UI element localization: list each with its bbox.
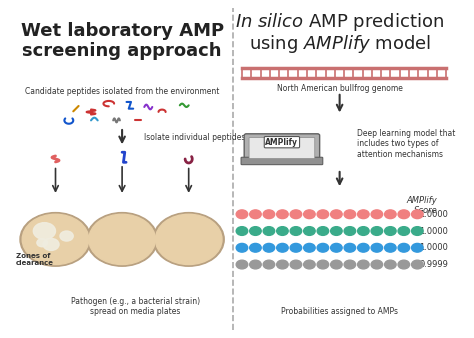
- Circle shape: [384, 227, 396, 235]
- Circle shape: [277, 260, 288, 269]
- Circle shape: [89, 214, 155, 265]
- Circle shape: [87, 213, 158, 266]
- Circle shape: [277, 227, 288, 235]
- Circle shape: [411, 260, 423, 269]
- Circle shape: [317, 260, 328, 269]
- Text: AMPlify: AMPlify: [265, 138, 299, 147]
- Circle shape: [371, 210, 383, 219]
- Circle shape: [398, 243, 410, 252]
- Text: Probabilities assigned to AMPs: Probabilities assigned to AMPs: [281, 308, 398, 316]
- Circle shape: [357, 210, 369, 219]
- Circle shape: [236, 243, 248, 252]
- FancyBboxPatch shape: [241, 157, 323, 165]
- Circle shape: [357, 227, 369, 235]
- Circle shape: [344, 227, 356, 235]
- Circle shape: [317, 243, 328, 252]
- Circle shape: [411, 210, 423, 219]
- Circle shape: [384, 243, 396, 252]
- Circle shape: [398, 210, 410, 219]
- Circle shape: [277, 210, 288, 219]
- Circle shape: [290, 243, 301, 252]
- Circle shape: [411, 243, 423, 252]
- Circle shape: [371, 227, 383, 235]
- Circle shape: [357, 260, 369, 269]
- Text: Pathogen (e.g., a bacterial strain)
spread on media plates: Pathogen (e.g., a bacterial strain) spre…: [71, 297, 200, 316]
- Circle shape: [20, 213, 91, 266]
- Circle shape: [250, 243, 261, 252]
- FancyBboxPatch shape: [244, 134, 319, 162]
- Circle shape: [43, 238, 59, 250]
- Text: Zones of
clearance: Zones of clearance: [16, 252, 54, 266]
- Circle shape: [317, 210, 328, 219]
- Circle shape: [304, 243, 315, 252]
- Circle shape: [384, 210, 396, 219]
- Circle shape: [411, 227, 423, 235]
- Circle shape: [304, 227, 315, 235]
- Circle shape: [344, 210, 356, 219]
- Text: 1.0000: 1.0000: [419, 243, 448, 252]
- Text: 1.0000: 1.0000: [419, 226, 448, 236]
- Circle shape: [22, 214, 89, 265]
- Circle shape: [357, 243, 369, 252]
- Text: Deep learning model that
includes two types of
attention mechanisms: Deep learning model that includes two ty…: [357, 129, 456, 159]
- Circle shape: [384, 260, 396, 269]
- FancyBboxPatch shape: [249, 138, 315, 159]
- Circle shape: [250, 210, 261, 219]
- Circle shape: [277, 243, 288, 252]
- Circle shape: [236, 210, 248, 219]
- Circle shape: [330, 260, 342, 269]
- Circle shape: [60, 231, 73, 241]
- Text: 1.0000: 1.0000: [419, 210, 448, 219]
- Text: Wet laboratory AMP
screening approach: Wet laboratory AMP screening approach: [20, 22, 224, 60]
- Circle shape: [304, 260, 315, 269]
- Circle shape: [250, 260, 261, 269]
- Circle shape: [398, 227, 410, 235]
- Circle shape: [398, 260, 410, 269]
- Text: North American bullfrog genome: North American bullfrog genome: [277, 83, 402, 93]
- Circle shape: [263, 243, 275, 252]
- Circle shape: [304, 210, 315, 219]
- Text: AMPlify
Score: AMPlify Score: [407, 196, 438, 215]
- Text: using $\it{AMPlify}$ model: using $\it{AMPlify}$ model: [248, 33, 431, 55]
- Circle shape: [250, 227, 261, 235]
- Circle shape: [153, 213, 224, 266]
- Circle shape: [290, 227, 301, 235]
- Text: Candidate peptides isolated from the environment: Candidate peptides isolated from the env…: [25, 88, 219, 96]
- Circle shape: [344, 260, 356, 269]
- Circle shape: [290, 210, 301, 219]
- Circle shape: [330, 210, 342, 219]
- Circle shape: [263, 260, 275, 269]
- Circle shape: [155, 214, 222, 265]
- Circle shape: [330, 243, 342, 252]
- Text: 0.9999: 0.9999: [419, 260, 448, 269]
- Circle shape: [236, 260, 248, 269]
- Circle shape: [263, 210, 275, 219]
- Circle shape: [33, 223, 55, 239]
- Circle shape: [37, 239, 47, 247]
- Text: Isolate individual peptides: Isolate individual peptides: [144, 132, 246, 142]
- Circle shape: [290, 260, 301, 269]
- Circle shape: [236, 227, 248, 235]
- Circle shape: [330, 227, 342, 235]
- Circle shape: [371, 243, 383, 252]
- Circle shape: [344, 243, 356, 252]
- Circle shape: [317, 227, 328, 235]
- Text: $\it{In\ silico}$ AMP prediction: $\it{In\ silico}$ AMP prediction: [235, 11, 444, 33]
- Circle shape: [371, 260, 383, 269]
- Circle shape: [263, 227, 275, 235]
